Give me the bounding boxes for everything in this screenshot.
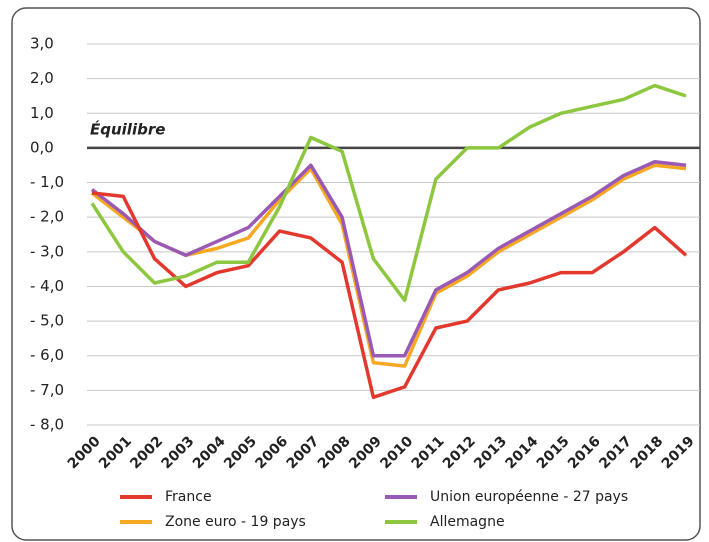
x-tick-label: 2017 [596,433,635,472]
x-tick-label: 2013 [471,433,510,472]
legend-label: Allemagne [430,514,505,530]
x-tick-label: 2009 [346,433,385,472]
x-tick-label: 2007 [284,433,323,472]
x-tick-label: 2004 [190,433,229,472]
frame [11,7,701,541]
y-tick-label: 1,0 [30,104,54,122]
y-tick-label: 2,0 [30,69,54,87]
x-tick-label: 2010 [377,433,416,472]
legend-label: Union européenne - 27 pays [430,489,628,505]
y-tick-label: - 1,0 [30,173,64,191]
legend-label: France [165,489,212,505]
x-tick-label: 2005 [221,433,260,472]
y-tick-label: - 5,0 [30,312,64,330]
y-tick-label: - 2,0 [30,208,64,226]
y-tick-label: - 8,0 [30,416,64,434]
legend-label: Zone euro - 19 pays [165,514,306,530]
y-tick-label: - 3,0 [30,242,64,260]
series-line [91,191,688,400]
x-tick-label: 2019 [659,433,698,472]
annotation: Équilibre [90,120,165,139]
x-tick-label: 2012 [440,433,479,472]
x-tick-label: 2000 [65,433,104,472]
x-tick-label: 2011 [409,433,448,472]
x-tick-label: 2001 [96,433,135,472]
y-tick-label: 3,0 [30,35,54,53]
x-tick-label: 2008 [315,433,354,472]
series-line [90,160,687,358]
x-tick-label: 2016 [565,433,604,472]
x-tick-label: 2006 [252,433,291,472]
y-tick-label: - 4,0 [30,277,64,295]
series-line [90,83,687,303]
y-tick-label: - 6,0 [30,346,64,364]
x-tick-label: 2014 [502,433,541,472]
y-tick-label: - 7,0 [30,381,64,399]
x-tick-label: 2002 [127,433,166,472]
x-tick-label: 2015 [534,433,573,472]
x-tick-label: 2003 [159,433,198,472]
y-tick-label: 0,0 [30,138,54,156]
x-tick-label: 2018 [628,433,667,472]
